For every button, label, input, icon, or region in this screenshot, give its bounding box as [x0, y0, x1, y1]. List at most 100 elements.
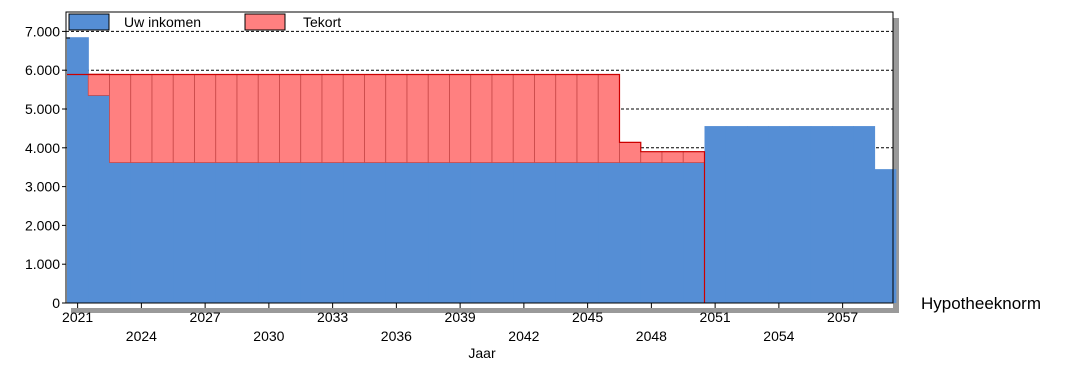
- income-bar: [88, 95, 111, 303]
- income-bar: [258, 162, 281, 303]
- x-tick-label: 2057: [827, 309, 858, 325]
- shortfall-bar: [576, 74, 599, 163]
- bars: [67, 37, 897, 304]
- legend-label-income: Uw inkomen: [124, 14, 201, 30]
- x-tick-label: 2048: [636, 328, 667, 344]
- plot-shadow-right: [893, 18, 899, 313]
- y-tick-label: 5.000: [25, 101, 60, 117]
- income-bar: [598, 162, 621, 303]
- income-bar: [725, 126, 748, 304]
- shortfall-bar: [342, 74, 365, 163]
- income-bar: [853, 126, 876, 304]
- income-bar: [789, 126, 812, 304]
- shortfall-bar: [385, 74, 408, 163]
- income-bar: [109, 162, 132, 303]
- income-bar: [237, 162, 259, 303]
- hypotheeknorm-label: Hypotheeknorm: [921, 294, 1041, 313]
- income-bar: [215, 162, 238, 303]
- x-tick-label: 2039: [445, 309, 476, 325]
- income-bar: [534, 162, 557, 303]
- x-tick-label: 2036: [381, 328, 412, 344]
- shortfall-bar: [194, 74, 217, 163]
- x-axis-title: Jaar: [468, 345, 496, 361]
- income-bar: [577, 162, 599, 303]
- legend-swatch-income: [68, 13, 110, 31]
- legend-swatch-shortfall: [244, 13, 286, 31]
- income-bar: [194, 162, 217, 303]
- x-tick-label: 2045: [572, 309, 603, 325]
- shortfall-bar: [151, 74, 174, 163]
- y-tick-label: 2.000: [25, 217, 60, 233]
- income-bar: [768, 126, 791, 304]
- norm-line-path: [67, 73, 706, 303]
- shortfall-bar: [406, 74, 429, 163]
- shortfall-bar: [130, 74, 153, 163]
- income-bar: [662, 162, 684, 303]
- income-bar: [173, 162, 196, 303]
- shortfall-bar: [257, 74, 280, 163]
- norm-line: [67, 73, 706, 303]
- shortfall-bar: [597, 74, 620, 163]
- shortfall-bar: [555, 74, 578, 163]
- plot-shadow-bottom: [71, 308, 899, 313]
- shortfall-bar: [236, 74, 259, 163]
- income-bar: [407, 162, 429, 303]
- x-tick-label: 2024: [126, 328, 157, 344]
- y-tick-label: 4.000: [25, 140, 60, 156]
- income-bar: [152, 162, 174, 303]
- shortfall-bar: [661, 151, 684, 163]
- income-bar: [619, 162, 642, 303]
- x-tick-label: 2051: [700, 309, 731, 325]
- legend-label-shortfall: Tekort: [303, 14, 341, 30]
- income-bar: [343, 162, 366, 303]
- income-bar: [747, 126, 769, 304]
- y-tick-label: 6.000: [25, 62, 60, 78]
- y-tick-label: 0: [52, 295, 60, 311]
- x-tick-label: 2033: [317, 309, 348, 325]
- y-tick-label: 1.000: [25, 256, 60, 272]
- x-tick-label: 2054: [763, 328, 794, 344]
- x-axis: 2021 2027 2033 2039 2045 2051 2057 2024 2030 2036…: [62, 303, 858, 344]
- income-bar: [704, 126, 727, 304]
- income-bar: [385, 162, 408, 303]
- shortfall-bar: [109, 74, 132, 163]
- shortfall-bar: [512, 74, 535, 163]
- legend: Uw inkomen Tekort: [68, 13, 341, 31]
- income-bar: [67, 37, 89, 303]
- shortfall-bar: [534, 74, 557, 163]
- income-bar: [874, 169, 897, 303]
- shortfall-bar: [470, 74, 493, 163]
- income-bar: [300, 162, 323, 303]
- income-bar: [364, 162, 387, 303]
- x-tick-label: 2021: [62, 309, 93, 325]
- income-bar: [470, 162, 493, 303]
- x-tick-label: 2027: [190, 309, 221, 325]
- shortfall-bar: [321, 74, 344, 163]
- income-bar: [449, 162, 472, 303]
- shortfall-bar: [619, 141, 642, 163]
- shortfall-bar: [427, 74, 450, 163]
- y-axis: 0 1.000 2.000 3.000 4.000 5.000 6.000 7.000: [25, 23, 70, 311]
- income-bar: [513, 162, 536, 303]
- shortfall-bar: [279, 74, 302, 163]
- shortfall-bar: [215, 74, 238, 163]
- y-tick-label: 3.000: [25, 179, 60, 195]
- shortfall-bar: [491, 74, 514, 163]
- plot-frame: [65, 11, 894, 304]
- income-bar: [492, 162, 514, 303]
- shortfall-bar: [87, 73, 110, 96]
- x-tick-label: 2042: [508, 328, 539, 344]
- income-bar: [279, 162, 302, 303]
- income-bar: [683, 162, 706, 303]
- shortfall-bar: [300, 74, 323, 163]
- y-tick-label: 7.000: [25, 23, 60, 39]
- shortfall-bar: [640, 151, 663, 163]
- income-bar: [832, 126, 854, 304]
- income-bar: [428, 162, 451, 303]
- shortfall-bar: [172, 74, 195, 163]
- shortfall-bar: [682, 151, 705, 163]
- income-bar: [810, 126, 833, 304]
- income-bar: [640, 162, 663, 303]
- income-bar: [555, 162, 578, 303]
